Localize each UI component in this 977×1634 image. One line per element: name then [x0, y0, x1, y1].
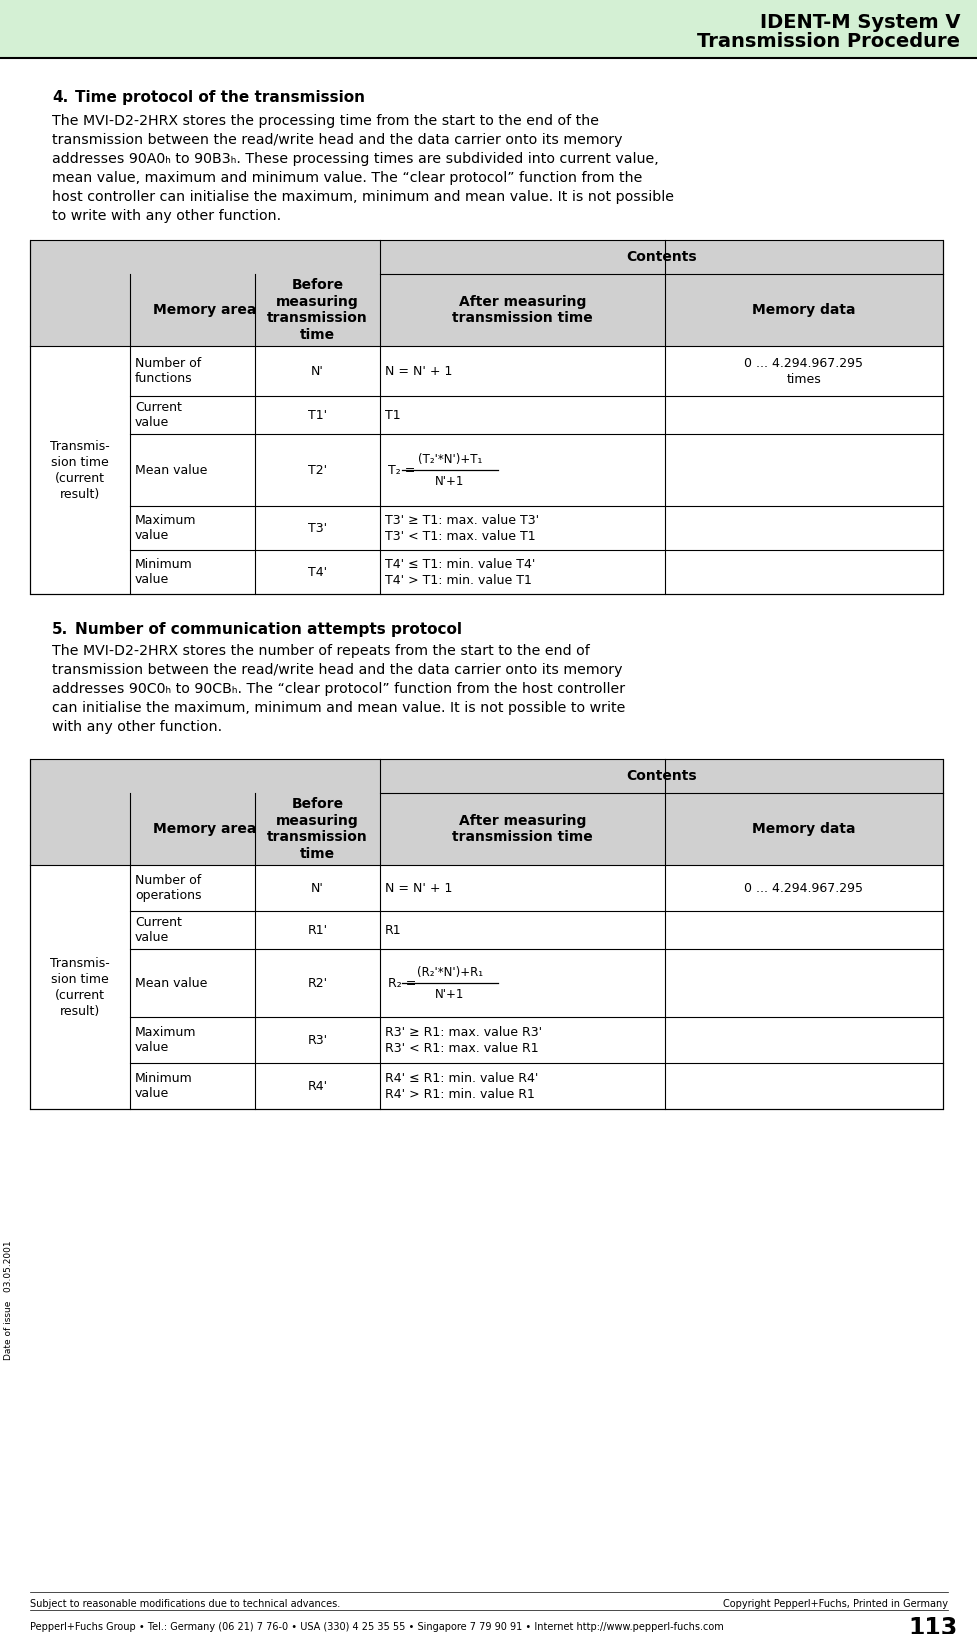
Text: Mean value: Mean value — [135, 977, 207, 990]
Text: Pepperl+Fuchs Group • Tel.: Germany (06 21) 7 76-0 • USA (330) 4 25 35 55 • Sing: Pepperl+Fuchs Group • Tel.: Germany (06 … — [30, 1623, 723, 1632]
Text: N': N' — [311, 364, 323, 377]
Text: R1': R1' — [307, 923, 327, 936]
Bar — [30, 240, 942, 595]
Text: T3': T3' — [308, 521, 326, 534]
Text: Transmis-
sion time
(current
result): Transmis- sion time (current result) — [50, 956, 109, 1018]
Text: T1': T1' — [308, 408, 326, 422]
Text: Copyright Pepperl+Fuchs, Printed in Germany: Copyright Pepperl+Fuchs, Printed in Germ… — [722, 1600, 947, 1609]
Text: N'+1: N'+1 — [435, 474, 464, 487]
Text: Memory data: Memory data — [751, 822, 855, 837]
Text: T4': T4' — [308, 565, 326, 578]
Bar — [0, 0, 977, 57]
Text: Mean value: Mean value — [135, 464, 207, 477]
Text: Maximum
value: Maximum value — [135, 513, 196, 542]
Text: host controller can initialise the maximum, minimum and mean value. It is not po: host controller can initialise the maxim… — [52, 190, 673, 204]
Text: R3' ≥ R1: max. value R3'
R3' < R1: max. value R1: R3' ≥ R1: max. value R3' R3' < R1: max. … — [385, 1026, 541, 1054]
Text: IDENT-M System V: IDENT-M System V — [759, 13, 959, 31]
Text: The MVI-D2-2HRX stores the number of repeats from the start to the end of: The MVI-D2-2HRX stores the number of rep… — [52, 644, 589, 659]
Text: 5.: 5. — [52, 623, 68, 637]
Text: Number of
operations: Number of operations — [135, 874, 201, 902]
Text: N = N' + 1: N = N' + 1 — [385, 364, 452, 377]
Bar — [30, 760, 942, 792]
Text: Date of issue   03.05.2001: Date of issue 03.05.2001 — [5, 1240, 14, 1359]
Text: R4' ≤ R1: min. value R4'
R4' > R1: min. value R1: R4' ≤ R1: min. value R4' R4' > R1: min. … — [385, 1072, 537, 1101]
Text: Transmis-
sion time
(current
result): Transmis- sion time (current result) — [50, 440, 109, 500]
Text: 0 ... 4.294.967.295⁤: 0 ... 4.294.967.295⁤ — [743, 881, 863, 894]
Text: After measuring
transmission time: After measuring transmission time — [451, 814, 592, 845]
Text: Current
value: Current value — [135, 915, 182, 944]
Text: The MVI-D2-2HRX stores the processing time from the start to the end of the: The MVI-D2-2HRX stores the processing ti… — [52, 114, 598, 127]
Bar — [30, 760, 942, 1109]
Text: N'+1: N'+1 — [435, 987, 464, 1000]
Text: After measuring
transmission time: After measuring transmission time — [451, 294, 592, 325]
Text: T1: T1 — [385, 408, 401, 422]
Text: R1: R1 — [385, 923, 402, 936]
Text: (T₂'*N')+T₁: (T₂'*N')+T₁ — [417, 453, 482, 466]
Text: addresses 90A0ₕ to 90B3ₕ. These processing times are subdivided into current val: addresses 90A0ₕ to 90B3ₕ. These processi… — [52, 152, 658, 167]
Text: Minimum
value: Minimum value — [135, 1072, 192, 1100]
Text: T3' ≥ T1: max. value T3'
T3' < T1: max. value T1: T3' ≥ T1: max. value T3' T3' < T1: max. … — [385, 513, 538, 542]
Text: Memory area: Memory area — [153, 302, 256, 317]
Bar — [30, 792, 942, 864]
Text: addresses 90C0ₕ to 90CBₕ. The “clear protocol” function from the host controller: addresses 90C0ₕ to 90CBₕ. The “clear pro… — [52, 681, 624, 696]
Text: Number of communication attempts protocol: Number of communication attempts protoco… — [75, 623, 461, 637]
Bar — [30, 240, 942, 595]
Text: Number of
functions: Number of functions — [135, 356, 201, 386]
Text: with any other function.: with any other function. — [52, 721, 222, 734]
Bar — [30, 275, 942, 346]
Text: Contents: Contents — [625, 250, 696, 265]
Text: to write with any other function.: to write with any other function. — [52, 209, 280, 222]
Text: N = N' + 1: N = N' + 1 — [385, 881, 452, 894]
Text: Subject to reasonable modifications due to technical advances.: Subject to reasonable modifications due … — [30, 1600, 340, 1609]
Text: mean value, maximum and minimum value. The “clear protocol” function from the: mean value, maximum and minimum value. T… — [52, 172, 642, 185]
Text: Memory area: Memory area — [153, 822, 256, 837]
Text: Contents: Contents — [625, 770, 696, 783]
Text: can initialise the maximum, minimum and mean value. It is not possible to write: can initialise the maximum, minimum and … — [52, 701, 624, 716]
Text: transmission between the read/write head and the data carrier onto its memory: transmission between the read/write head… — [52, 132, 622, 147]
Text: Transmission Procedure: Transmission Procedure — [697, 33, 959, 51]
Bar — [30, 760, 942, 1109]
Text: (R₂'*N')+R₁: (R₂'*N')+R₁ — [416, 966, 483, 979]
Text: Before
measuring
transmission
time: Before measuring transmission time — [267, 797, 367, 861]
Text: T₂ =: T₂ = — [388, 464, 415, 477]
Bar — [30, 240, 942, 275]
Text: Memory data: Memory data — [751, 302, 855, 317]
Text: Before
measuring
transmission
time: Before measuring transmission time — [267, 278, 367, 342]
Text: N': N' — [311, 881, 323, 894]
Text: 0 ... 4.294.967.295⁤
times: 0 ... 4.294.967.295⁤ times — [743, 356, 863, 386]
Text: Current
value: Current value — [135, 400, 182, 430]
Text: 113: 113 — [908, 1616, 957, 1634]
Text: T4' ≤ T1: min. value T4'
T4' > T1: min. value T1: T4' ≤ T1: min. value T4' T4' > T1: min. … — [385, 557, 534, 587]
Text: R2': R2' — [307, 977, 327, 990]
Text: 4.: 4. — [52, 90, 68, 105]
Text: Minimum
value: Minimum value — [135, 557, 192, 587]
Text: Time protocol of the transmission: Time protocol of the transmission — [75, 90, 364, 105]
Text: R₂ =: R₂ = — [388, 977, 416, 990]
Text: R3': R3' — [307, 1033, 327, 1046]
Text: transmission between the read/write head and the data carrier onto its memory: transmission between the read/write head… — [52, 663, 622, 676]
Text: T2': T2' — [308, 464, 326, 477]
Text: R4': R4' — [307, 1080, 327, 1093]
Text: Maximum
value: Maximum value — [135, 1026, 196, 1054]
